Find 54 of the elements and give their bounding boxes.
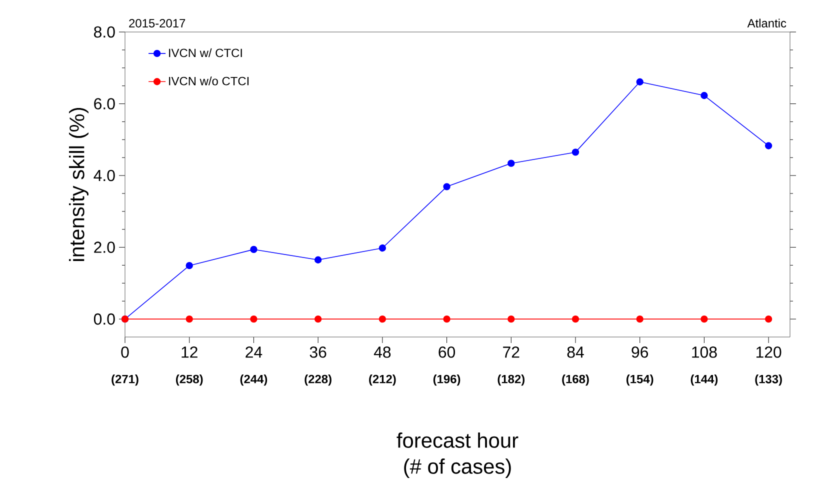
text: (228) [304,374,332,386]
text: (182) [498,374,524,386]
text: (# of cases) [404,458,511,478]
text: (154) [626,374,654,386]
point [764,315,772,322]
text: (258) [176,374,203,386]
y-axis-title: intensity skill (%) [68,108,88,261]
text: (244) [240,374,268,386]
point [378,315,386,322]
x-tick-label: 12 [182,346,198,358]
point [764,142,772,150]
point [186,315,193,322]
x-axis-title: forecast hour [396,432,518,448]
x-tick-label: 60 [438,346,456,358]
point [314,256,322,264]
text: (133) [755,374,782,386]
text: (168) [562,374,589,386]
point [250,246,258,253]
y-tick-label: 6.0 [94,98,115,110]
point [250,315,258,322]
x-tick-label: 24 [246,346,262,358]
y-tick-label: 0.0 [94,313,115,325]
point [508,315,515,322]
point [314,315,322,322]
point [572,148,580,156]
x-tick-label: 84 [567,346,584,358]
point [700,315,708,322]
point [443,182,450,190]
x-tick-label: 0 [121,346,129,358]
text: (271) [112,374,138,386]
x-tick-label: 72 [503,346,520,358]
y-tick-label: 4.0 [94,170,115,182]
y-tick-label: 2.0 [94,242,115,253]
x-tick-label: 48 [374,346,391,358]
x-tick-label: 96 [632,346,648,358]
point [700,92,708,99]
text: (144) [690,374,718,386]
chart-title: Atlantic [747,18,786,28]
chart-subtitle: 2015-2017 [129,18,186,28]
point [378,244,386,252]
legend-label: IVCN w/ CTCI [169,48,242,57]
x-tick-label: 36 [310,346,326,358]
text: (196) [433,374,460,386]
point [508,160,515,167]
y-tick-label: 8.0 [94,26,115,38]
point [636,78,644,86]
x-tick-label: 120 [756,346,782,358]
text: (212) [369,374,396,386]
legend-label: IVCN w/o CTCI [169,76,249,86]
point [186,262,193,270]
x-tick-label: 108 [692,346,717,358]
point [572,315,580,322]
point [443,315,450,322]
point [636,315,644,322]
